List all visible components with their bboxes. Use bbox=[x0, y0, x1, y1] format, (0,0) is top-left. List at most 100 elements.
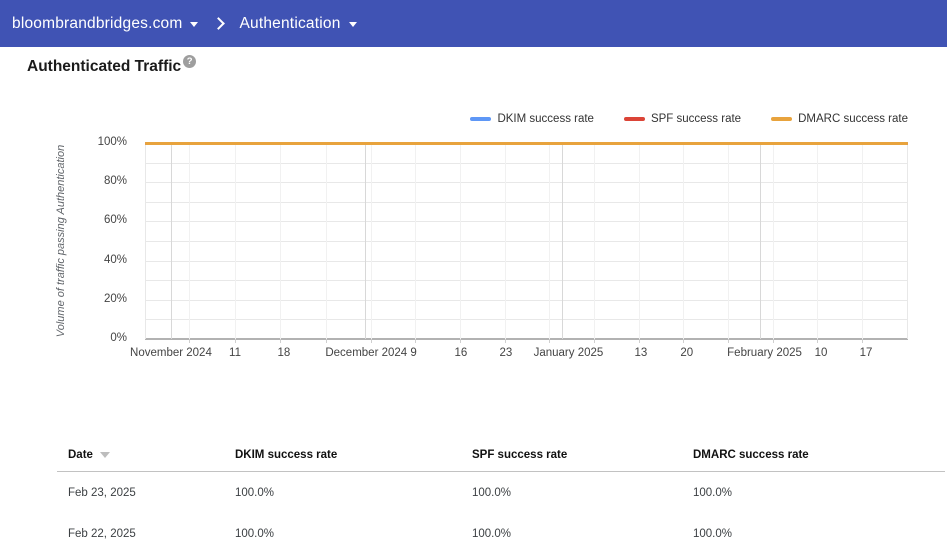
x-axis-tick-mark bbox=[682, 339, 684, 343]
v-gridline-month bbox=[171, 143, 173, 339]
breadcrumb-separator bbox=[212, 17, 226, 30]
x-axis-tick-mark bbox=[460, 339, 462, 343]
table-row: Feb 23, 2025 100.0% 100.0% 100.0% bbox=[57, 472, 945, 513]
column-header-dmarc: DMARC success rate bbox=[693, 449, 945, 461]
x-axis-tick-label: 17 bbox=[859, 347, 873, 359]
y-axis-title: Volume of traffic passing Authentication bbox=[55, 144, 67, 338]
top-navigation-bar: bloombrandbridges.com Authentication bbox=[0, 0, 947, 47]
column-header-label: Date bbox=[68, 449, 93, 461]
y-axis-tick-label: 0% bbox=[110, 332, 127, 344]
v-gridline-week bbox=[504, 143, 506, 339]
x-axis-tick-label: February 2025 bbox=[727, 347, 802, 359]
section-selector[interactable]: Authentication bbox=[239, 14, 357, 33]
y-axis-tick-label: 80% bbox=[103, 175, 127, 188]
x-axis-labels: November 2024 11 18 December 2024 9 16 23 Janua… bbox=[130, 347, 908, 361]
table-body: Feb 23, 2025 100.0% 100.0% 100.0% Feb 22, 20… bbox=[57, 472, 945, 554]
rate-cell: 100.0% bbox=[472, 527, 512, 540]
help-icon[interactable]: ? bbox=[183, 55, 197, 68]
y-axis-tick-label: 20% bbox=[103, 292, 127, 305]
x-axis-tick-label: 20 bbox=[680, 347, 694, 359]
v-gridline-week bbox=[594, 143, 596, 339]
x-axis-tick-label: 9 bbox=[410, 347, 417, 359]
h-gridline bbox=[145, 280, 908, 282]
h-gridline bbox=[145, 319, 908, 321]
x-axis-tick-label: November 2024 bbox=[130, 347, 212, 359]
v-gridline-month bbox=[365, 143, 367, 339]
y-axis-tick-label: 60% bbox=[103, 214, 127, 227]
section-selector-label: Authentication bbox=[239, 14, 341, 32]
h-gridline bbox=[145, 221, 908, 223]
v-gridline-week bbox=[415, 143, 417, 339]
chevron-right-icon bbox=[212, 17, 226, 30]
legend-item-dkim: DKIM success rate bbox=[470, 113, 594, 125]
v-gridline-week bbox=[189, 143, 191, 339]
x-axis-tick-mark bbox=[816, 339, 818, 343]
x-axis-tick-mark bbox=[189, 339, 191, 343]
domain-selector-label: bloombrandbridges.com bbox=[12, 14, 183, 32]
legend-label: SPF success rate bbox=[650, 113, 742, 125]
y-axis-labels: 100% 80% 60% 40% 20% 0% bbox=[80, 136, 136, 344]
sort-descending-icon bbox=[99, 452, 110, 458]
h-gridline bbox=[145, 201, 908, 203]
rate-cell: 100.0% bbox=[472, 486, 512, 499]
daily-rates-table: Date DKIM success rate SPF success rate DMA… bbox=[57, 439, 945, 554]
date-cell: Feb 22, 2025 bbox=[68, 527, 136, 540]
x-axis-tick-mark bbox=[371, 339, 372, 343]
v-gridline-week bbox=[460, 143, 462, 339]
chevron-down-icon bbox=[190, 22, 199, 27]
v-gridline-week bbox=[371, 143, 372, 339]
h-gridline bbox=[145, 182, 908, 184]
chevron-down-icon bbox=[348, 22, 357, 27]
x-axis-tick-label: 16 bbox=[454, 347, 468, 359]
column-header-label: SPF success rate bbox=[472, 449, 568, 461]
table-header-divider bbox=[57, 471, 945, 472]
legend-item-spf: SPF success rate bbox=[623, 113, 742, 125]
rate-cell: 100.0% bbox=[235, 486, 275, 499]
h-gridline bbox=[145, 260, 908, 262]
x-axis-tick-mark bbox=[861, 339, 863, 343]
y-axis-tick-label: 100% bbox=[97, 136, 127, 148]
column-header-date[interactable]: Date bbox=[68, 449, 235, 461]
v-gridline-week bbox=[728, 143, 729, 339]
y-axis-tick-label: 40% bbox=[103, 253, 127, 266]
v-gridline-week bbox=[861, 143, 863, 339]
chart-legend: DKIM success rate SPF success rate DMARC s… bbox=[470, 113, 908, 125]
column-header-label: DMARC success rate bbox=[693, 449, 809, 461]
plot-area bbox=[145, 142, 908, 343]
v-gridline-week bbox=[235, 143, 237, 339]
legend-swatch-dkim bbox=[470, 117, 492, 121]
column-header-spf: SPF success rate bbox=[472, 449, 693, 461]
x-axis-tick-mark bbox=[594, 339, 596, 343]
v-gridline-week bbox=[638, 143, 640, 339]
table-row: Feb 22, 2025 100.0% 100.0% 100.0% bbox=[57, 513, 945, 554]
plot-edge-line bbox=[907, 143, 908, 339]
page-title-row: Authenticated Traffic ? bbox=[27, 55, 197, 75]
column-header-label: DKIM success rate bbox=[235, 449, 338, 461]
v-gridline-month bbox=[759, 143, 761, 339]
x-axis-tick-mark bbox=[549, 339, 550, 343]
date-cell: Feb 23, 2025 bbox=[68, 486, 136, 499]
rate-cell: 100.0% bbox=[693, 486, 733, 499]
v-gridline-week bbox=[280, 143, 282, 339]
x-axis-tick-label: 10 bbox=[814, 347, 828, 359]
v-gridline-week bbox=[325, 143, 327, 339]
x-axis-tick-mark bbox=[773, 339, 775, 343]
x-axis-tick-label: 23 bbox=[499, 347, 513, 359]
v-gridline-week bbox=[816, 143, 818, 339]
x-axis-tick-mark bbox=[325, 339, 327, 343]
v-gridline-week bbox=[773, 143, 775, 339]
table-header-row: Date DKIM success rate SPF success rate DMA… bbox=[57, 439, 945, 471]
domain-selector[interactable]: bloombrandbridges.com bbox=[12, 14, 199, 33]
legend-label: DMARC success rate bbox=[798, 113, 908, 125]
h-gridline bbox=[145, 299, 908, 301]
x-axis-tick-mark bbox=[638, 339, 640, 343]
rate-cell: 100.0% bbox=[693, 527, 733, 540]
rate-cell: 100.0% bbox=[235, 527, 275, 540]
x-axis-tick-mark bbox=[728, 339, 729, 343]
plot-edge-line bbox=[145, 143, 146, 339]
page-title: Authenticated Traffic bbox=[27, 58, 182, 75]
x-axis-tick-mark bbox=[235, 339, 237, 343]
x-axis-tick-label: December 2024 bbox=[325, 347, 408, 359]
x-axis-tick-mark bbox=[415, 339, 417, 343]
